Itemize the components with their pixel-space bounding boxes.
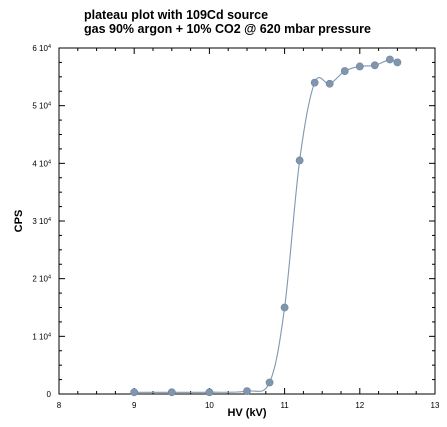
y-tick-label: 3 104 <box>32 217 51 226</box>
data-point <box>385 55 394 64</box>
data-point <box>295 156 304 165</box>
data-point <box>355 62 364 71</box>
y-tick-label: 5 104 <box>32 102 51 111</box>
data-point <box>130 388 139 397</box>
x-tick-label: 9 <box>132 401 137 410</box>
y-tick-mantissa: 3 10 <box>32 217 48 226</box>
y-tick-exponent: 4 <box>48 217 51 223</box>
y-tick-label: 4 104 <box>32 159 51 168</box>
plot-frame <box>58 47 436 395</box>
y-tick-mantissa: 6 10 <box>32 44 48 53</box>
series-line <box>134 58 398 393</box>
data-point <box>325 79 334 88</box>
y-tick-label: 1 104 <box>32 332 51 341</box>
axis-ticks <box>58 47 436 395</box>
chart-subtitle: gas 90% argon + 10% CO2 @ 620 mbar press… <box>84 22 371 36</box>
y-tick-label: 2 104 <box>32 275 51 284</box>
data-point <box>280 303 289 312</box>
y-tick-mantissa: 0 <box>47 390 52 399</box>
y-tick-exponent: 4 <box>48 44 51 50</box>
chart-title-block: plateau plot with 109Cd source gas 90% a… <box>84 8 371 36</box>
x-tick-label: 12 <box>355 401 364 410</box>
y-tick-label: 0 <box>47 390 52 399</box>
data-point <box>243 387 251 396</box>
y-tick-mantissa: 4 10 <box>32 159 48 168</box>
data-point <box>265 378 274 387</box>
data-point <box>167 388 176 397</box>
data-point <box>205 388 214 397</box>
chart-title: plateau plot with 109Cd source <box>84 8 269 22</box>
data-point <box>310 78 319 87</box>
y-tick-exponent: 4 <box>48 275 51 281</box>
x-axis-label: HV (kV) <box>227 407 266 419</box>
y-tick-exponent: 4 <box>48 102 51 108</box>
y-tick-exponent: 4 <box>48 159 51 165</box>
x-tick-label: 8 <box>57 401 62 410</box>
x-tick-label: 11 <box>280 401 289 410</box>
y-axis-label: CPS <box>13 210 25 233</box>
y-tick-mantissa: 5 10 <box>32 102 48 111</box>
y-tick-exponent: 4 <box>48 332 51 338</box>
y-tick-label: 6 104 <box>32 44 51 53</box>
data-point <box>370 61 379 70</box>
y-tick-mantissa: 2 10 <box>32 275 48 284</box>
data-point <box>393 58 402 67</box>
x-tick-label: 13 <box>431 401 440 410</box>
data-point <box>340 67 349 75</box>
series-points <box>130 55 402 397</box>
y-tick-mantissa: 1 10 <box>32 332 48 341</box>
x-tick-label: 10 <box>205 401 214 410</box>
